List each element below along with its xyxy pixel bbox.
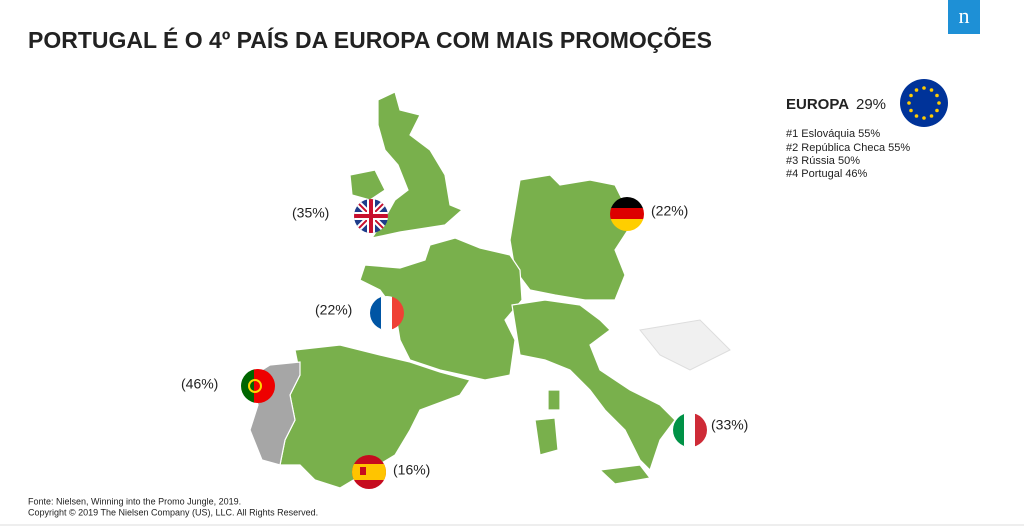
source: Fonte: Nielsen, Winning into the Promo J… xyxy=(28,496,241,506)
star xyxy=(909,108,913,113)
country-label: (33%) xyxy=(711,417,748,433)
star xyxy=(935,108,939,113)
country-label: (35%) xyxy=(292,205,329,221)
star xyxy=(914,114,919,118)
country-label: (16%) xyxy=(393,462,430,478)
country-label: (22%) xyxy=(651,203,688,219)
copyright: Copyright © 2019 The Nielsen Company (US… xyxy=(28,507,318,517)
map xyxy=(249,91,731,489)
star xyxy=(937,101,941,105)
star xyxy=(922,86,926,90)
country-label: (46%) xyxy=(181,376,218,392)
svg-text:n: n xyxy=(959,3,970,28)
star xyxy=(909,93,913,98)
star xyxy=(935,93,939,98)
ranking-item: #3 Rússia 50% xyxy=(786,155,860,167)
flags xyxy=(241,197,707,489)
ranking-item: #1 Eslováquia 55% xyxy=(786,128,880,140)
country-label: (22%) xyxy=(315,302,352,318)
title: PORTUGAL É O 4º PAÍS DA EUROPA COM MAIS … xyxy=(28,26,712,53)
ranking-item: #2 República Checa 55% xyxy=(786,142,910,154)
star xyxy=(929,114,934,118)
ranking-item: #4 Portugal 46% xyxy=(786,168,868,180)
region: EUROPA xyxy=(786,96,849,113)
summary: EUROPA 29% #1 Eslováquia 55% #2 Repúblic… xyxy=(786,79,948,180)
region-value: 29% xyxy=(856,96,886,113)
logo: n xyxy=(948,0,980,34)
star xyxy=(914,88,919,92)
star xyxy=(922,116,926,120)
star xyxy=(907,101,911,105)
star xyxy=(929,88,934,92)
